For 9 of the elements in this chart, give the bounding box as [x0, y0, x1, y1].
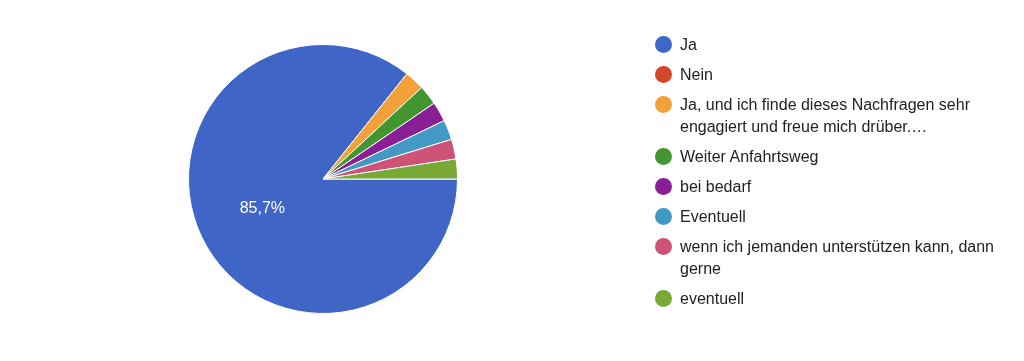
legend-label: Eventuell — [680, 207, 746, 227]
legend-label: Nein — [680, 65, 713, 85]
data-label: 85,7% — [239, 198, 286, 216]
legend-label: eventuell — [680, 289, 745, 309]
legend-label: Ja, und ich finde dieses Nachfragen sehr engagiert und freue mich drüber.… — [680, 95, 971, 137]
legend-label: Weiter Anfahrtsweg — [680, 147, 819, 167]
legend-label: bei bedarf — [680, 177, 752, 197]
legend-label: Ja — [680, 35, 697, 55]
legend-label: wenn ich jemanden unterstützen kann, dann gerne — [680, 237, 995, 279]
